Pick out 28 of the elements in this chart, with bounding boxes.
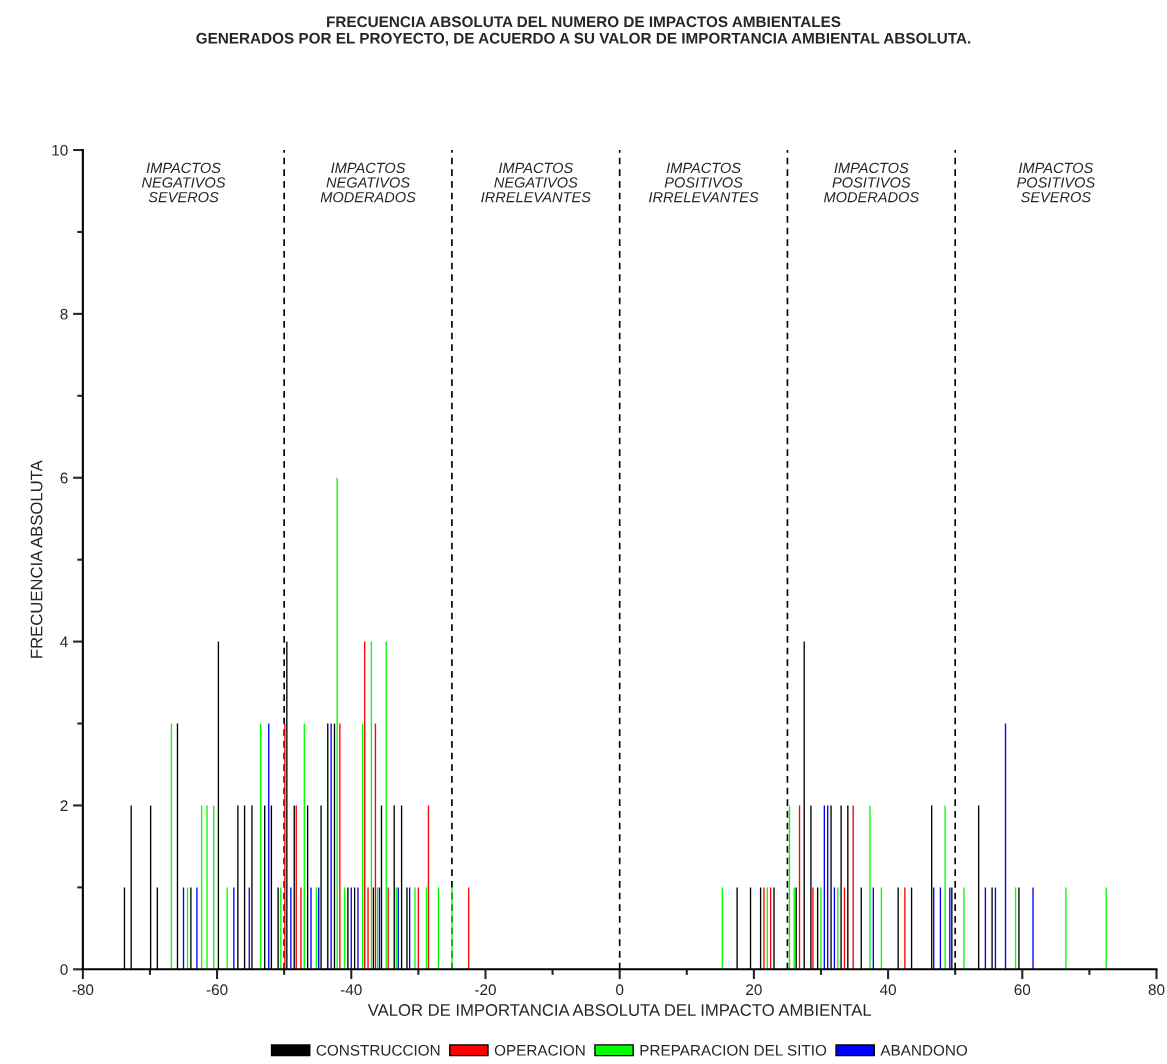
y-tick-label: 4 <box>60 636 68 648</box>
y-axis-title: FRECUENCIA ABSOLUTA <box>30 460 43 658</box>
annotation: IMPACTOS POSITIVOS SEVEROS <box>1016 162 1095 203</box>
x-tick-label: 40 <box>879 984 896 996</box>
legend-label: ABANDONO <box>880 1044 968 1056</box>
legend-label: CONSTRUCCION <box>316 1044 440 1056</box>
x-tick-label: -60 <box>206 984 228 996</box>
chart-title: FRECUENCIA ABSOLUTA DEL NUMERO DE IMPACTOS AMBIENTALES GENERADOS POR EL PROYECTO, DE ACUERDO A SU VALOR DE IMPORTANCIA AMBIENTAL ABSOLUTA. <box>196 16 971 46</box>
x-axis-title: VALOR DE IMPORTANCIA ABSOLUTA DEL IMPACTO AMBIENTAL <box>367 1004 872 1016</box>
annotation: IMPACTOS POSITIVOS IRRELEVANTES <box>649 162 759 203</box>
x-tick-label: 80 <box>1148 984 1165 996</box>
y-tick-label: 2 <box>60 800 68 811</box>
x-tick-label: -40 <box>340 984 362 996</box>
y-tick-label: 6 <box>60 472 68 484</box>
x-tick-label: 60 <box>1014 984 1031 996</box>
y-tick-label: 0 <box>60 964 68 975</box>
legend-label: OPERACION <box>494 1044 585 1056</box>
annotation: IMPACTOS POSITIVOS MODERADOS <box>823 162 919 203</box>
x-tick-label: 0 <box>616 984 624 996</box>
x-tick-label: -20 <box>475 984 496 996</box>
x-tick-label: 20 <box>746 984 762 996</box>
annotation: IMPACTOS NEGATIVOS MODERADOS <box>320 162 416 203</box>
annotation: IMPACTOS NEGATIVOS IRRELEVANTES <box>481 162 591 203</box>
y-tick-label: 8 <box>60 308 68 320</box>
annotation: IMPACTOS NEGATIVOS SEVEROS <box>141 162 226 203</box>
x-tick-label: -80 <box>72 984 94 996</box>
legend-label: PREPARACION DEL SITIO <box>640 1044 827 1056</box>
y-tick-label: 10 <box>52 144 68 156</box>
